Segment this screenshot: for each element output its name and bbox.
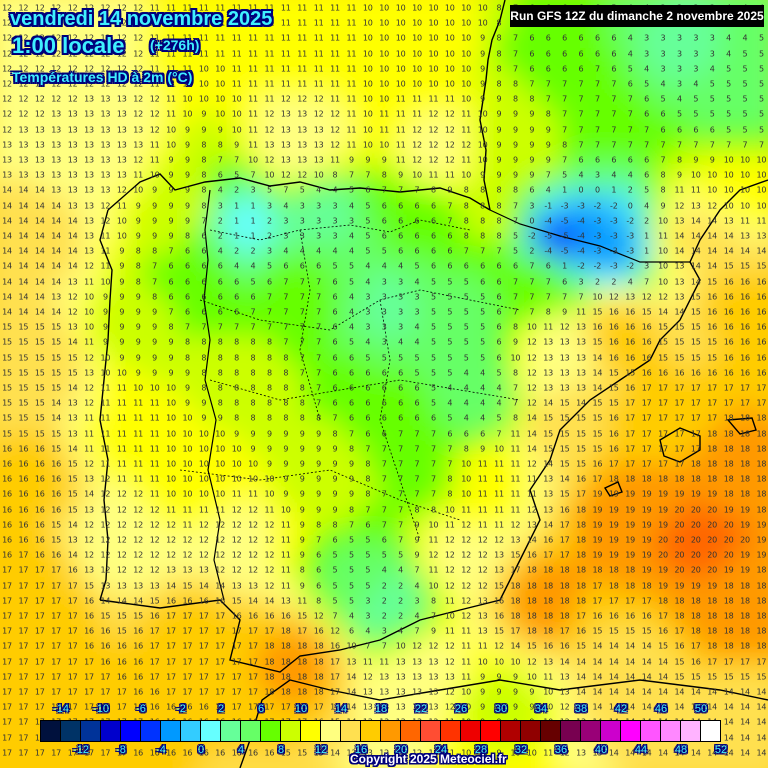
colorbar-swatch	[481, 721, 501, 741]
colorbar-swatch	[461, 721, 481, 741]
colorbar-tick-label: 42	[615, 703, 627, 715]
variable-title: Températures HD à 2m (°C)	[12, 69, 192, 85]
colorbar-swatch	[241, 721, 261, 741]
colorbar-tick-label: 46	[655, 703, 667, 715]
colorbar-swatch	[601, 721, 621, 741]
colorbar-tick-label: 18	[375, 703, 387, 715]
forecast-lead-time: (+276h)	[150, 37, 199, 53]
colorbar-swatch	[81, 721, 101, 741]
colorbar-tick-label: -12	[73, 744, 89, 756]
colorbar-tick-label: -8	[116, 744, 126, 756]
colorbar-tick-label: -4	[156, 744, 166, 756]
colorbar-swatch	[581, 721, 601, 741]
colorbar-tick-label: 0	[198, 744, 204, 756]
forecast-date: vendredi 14 novembre 2025	[10, 8, 272, 31]
model-run-label: Run GFS 12Z du dimanche 2 novembre 2025	[510, 5, 764, 27]
colorbar-tick-label: 12	[315, 744, 327, 756]
colorbar-swatch	[101, 721, 121, 741]
colorbar-swatch	[681, 721, 701, 741]
colorbar-tick-label: 48	[675, 744, 687, 756]
colorbar-swatch	[441, 721, 461, 741]
colorbar-tick-label: 10	[295, 703, 307, 715]
colorbar-swatch	[621, 721, 641, 741]
colorbar-tick-label: 8	[278, 744, 284, 756]
colorbar-tick-label: 52	[715, 744, 727, 756]
colorbar-tick-label: 38	[575, 703, 587, 715]
colorbar-tick-label: 4	[238, 744, 244, 756]
colorbar-tick-label: 22	[415, 703, 427, 715]
colorbar-tick-label: 44	[635, 744, 647, 756]
colorbar-tick-label: -14	[53, 703, 69, 715]
temperature-field	[0, 0, 768, 768]
colorbar-swatch	[301, 721, 321, 741]
colorbar-swatch	[401, 721, 421, 741]
colorbar-swatch	[321, 721, 341, 741]
colorbar-swatch	[281, 721, 301, 741]
colorbar-tick-label: 26	[455, 703, 467, 715]
colorbar-swatch	[561, 721, 581, 741]
colorbar-swatch	[121, 721, 141, 741]
colorbar-swatch	[181, 721, 201, 741]
colorbar-swatch	[381, 721, 401, 741]
colorbar-tick-label: 36	[555, 744, 567, 756]
colorbar-tick-label: 34	[535, 703, 547, 715]
colorbar-legend	[40, 720, 721, 742]
colorbar-swatch	[141, 721, 161, 741]
colorbar-tick-label: 14	[335, 703, 347, 715]
colorbar-swatch	[541, 721, 561, 741]
colorbar-swatch	[521, 721, 541, 741]
colorbar-tick-label: -2	[176, 703, 186, 715]
colorbar-tick-label: 2	[218, 703, 224, 715]
forecast-time: 1:00 locale	[12, 33, 125, 59]
colorbar-swatch	[661, 721, 681, 741]
colorbar-swatch	[641, 721, 661, 741]
copyright-notice: Copyright 2025 Meteociel.fr	[350, 752, 507, 766]
colorbar-tick-label: 30	[495, 703, 507, 715]
colorbar-tick-label: 32	[515, 744, 527, 756]
colorbar-tick-label: 50	[695, 703, 707, 715]
colorbar-swatch	[261, 721, 281, 741]
colorbar-swatch	[701, 721, 720, 741]
colorbar-swatch	[501, 721, 521, 741]
colorbar-swatch	[421, 721, 441, 741]
colorbar-tick-label: -10	[93, 703, 109, 715]
colorbar-swatch	[61, 721, 81, 741]
colorbar-swatch	[41, 721, 61, 741]
colorbar-tick-label: -6	[136, 703, 146, 715]
colorbar-swatch	[201, 721, 221, 741]
temperature-map	[0, 0, 768, 768]
colorbar-swatch	[341, 721, 361, 741]
colorbar-swatch	[161, 721, 181, 741]
colorbar-tick-label: 6	[258, 703, 264, 715]
colorbar-tick-label: 40	[595, 744, 607, 756]
colorbar-swatch	[221, 721, 241, 741]
colorbar-swatch	[361, 721, 381, 741]
